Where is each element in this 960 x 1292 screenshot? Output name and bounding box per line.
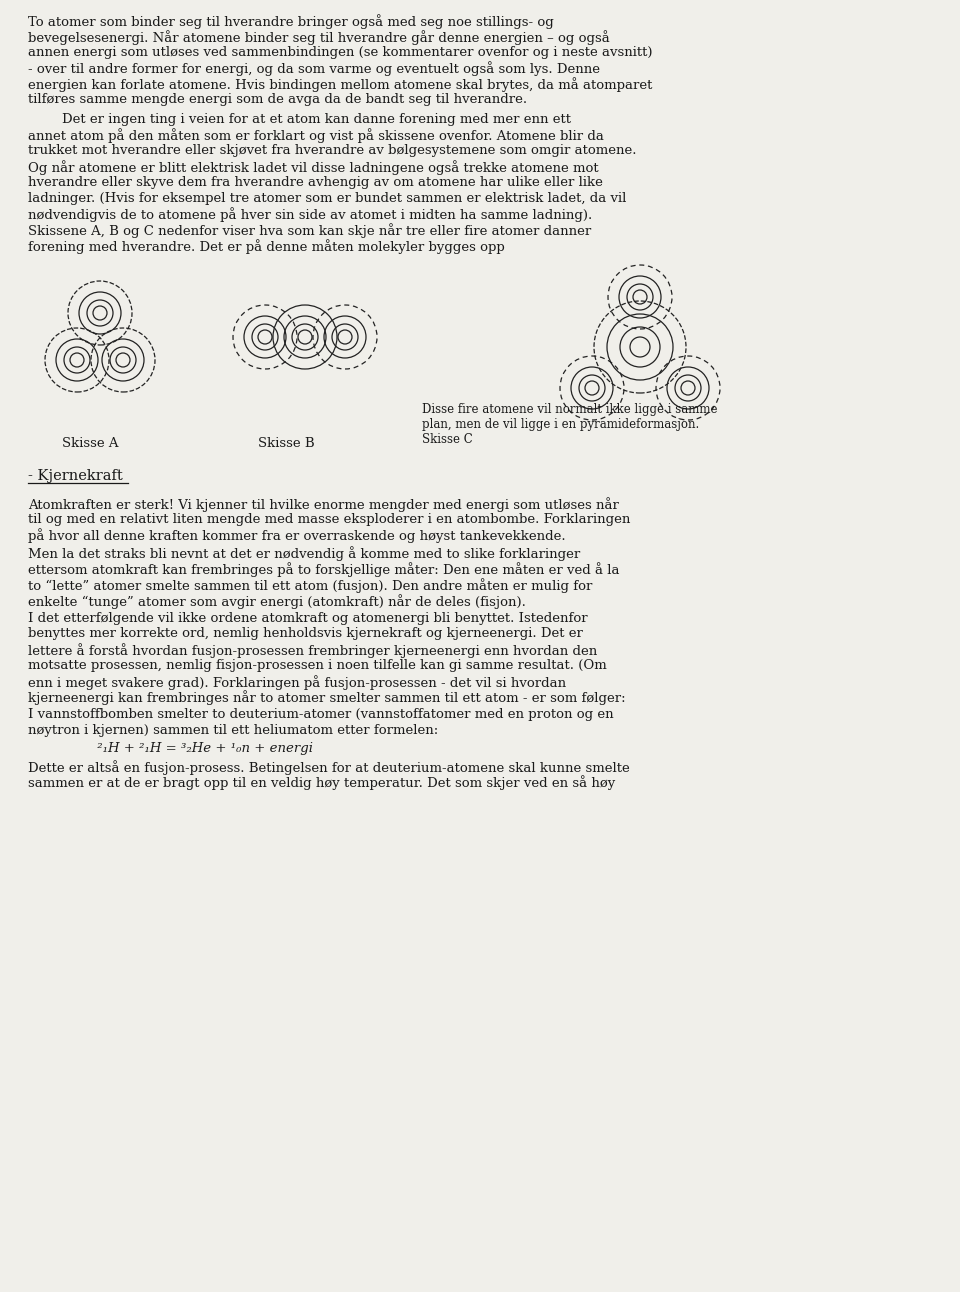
Text: Skissene A, B og C nedenfor viser hva som kan skje når tre eller fire atomer dan: Skissene A, B og C nedenfor viser hva so… bbox=[28, 224, 591, 238]
Text: Skisse A: Skisse A bbox=[62, 437, 118, 450]
Text: tilføres samme mengde energi som de avga da de bandt seg til hverandre.: tilføres samme mengde energi som de avga… bbox=[28, 93, 527, 106]
Text: Skisse B: Skisse B bbox=[258, 437, 315, 450]
Text: Men la det straks bli nevnt at det er nødvendig å komme med to slike forklaringe: Men la det straks bli nevnt at det er nø… bbox=[28, 547, 580, 561]
Text: nødvendigvis de to atomene på hver sin side av atomet i midten ha samme ladning): nødvendigvis de to atomene på hver sin s… bbox=[28, 208, 592, 222]
Text: annet atom på den måten som er forklart og vist på skissene ovenfor. Atomene bli: annet atom på den måten som er forklart … bbox=[28, 129, 604, 143]
Text: Disse fire atomene vil normalt ikke ligge i samme
plan, men de vil ligge i en py: Disse fire atomene vil normalt ikke ligg… bbox=[422, 403, 717, 446]
Text: - over til andre former for energi, og da som varme og eventuelt også som lys. D: - over til andre former for energi, og d… bbox=[28, 62, 600, 76]
Text: bevegelsesenergi. Når atomene binder seg til hverandre går denne energien – og o: bevegelsesenergi. Når atomene binder seg… bbox=[28, 30, 610, 45]
Text: energien kan forlate atomene. Hvis bindingen mellom atomene skal brytes, da må a: energien kan forlate atomene. Hvis bindi… bbox=[28, 78, 653, 92]
Text: forening med hverandre. Det er på denne måten molekyler bygges opp: forening med hverandre. Det er på denne … bbox=[28, 239, 505, 255]
Text: Atomkraften er sterk! Vi kjenner til hvilke enorme mengder med energi som utløse: Atomkraften er sterk! Vi kjenner til hvi… bbox=[28, 497, 619, 512]
Text: To atomer som binder seg til hverandre bringer også med seg noe stillings- og: To atomer som binder seg til hverandre b… bbox=[28, 14, 554, 28]
Text: ²₁H + ²₁H = ³₂He + ¹₀n + energi: ²₁H + ²₁H = ³₂He + ¹₀n + energi bbox=[76, 742, 313, 755]
Text: hverandre eller skyve dem fra hverandre avhengig av om atomene har ulike eller l: hverandre eller skyve dem fra hverandre … bbox=[28, 176, 603, 189]
Text: I vannstoffbomben smelter to deuterium-atomer (vannstoffatomer med en proton og : I vannstoffbomben smelter to deuterium-a… bbox=[28, 708, 613, 721]
Text: to “lette” atomer smelte sammen til ett atom (fusjon). Den andre måten er mulig : to “lette” atomer smelte sammen til ett … bbox=[28, 578, 592, 593]
Text: annen energi som utløses ved sammenbindingen (se kommentarer ovenfor og i neste : annen energi som utløses ved sammenbindi… bbox=[28, 45, 653, 58]
Text: Og når atomene er blitt elektrisk ladet vil disse ladningene også trekke atomene: Og når atomene er blitt elektrisk ladet … bbox=[28, 160, 599, 176]
Text: ettersom atomkraft kan frembringes på to forskjellige måter: Den ene måten er ve: ettersom atomkraft kan frembringes på to… bbox=[28, 562, 619, 578]
Text: lettere å forstå hvordan fusjon-prosessen frembringer kjerneenergi enn hvordan d: lettere å forstå hvordan fusjon-prosesse… bbox=[28, 643, 597, 658]
Text: sammen er at de er bragt opp til en veldig høy temperatur. Det som skjer ved en : sammen er at de er bragt opp til en veld… bbox=[28, 775, 615, 791]
Text: til og med en relativt liten mengde med masse eksploderer i en atombombe. Forkla: til og med en relativt liten mengde med … bbox=[28, 513, 631, 526]
Text: I det etterfølgende vil ikke ordene atomkraft og atomenergi bli benyttet. Istede: I det etterfølgende vil ikke ordene atom… bbox=[28, 611, 588, 624]
Text: - Kjernekraft: - Kjernekraft bbox=[28, 469, 123, 483]
Text: nøytron i kjernen) sammen til ett heliumatom etter formelen:: nøytron i kjernen) sammen til ett helium… bbox=[28, 725, 439, 738]
Text: ladninger. (Hvis for eksempel tre atomer som er bundet sammen er elektrisk ladet: ladninger. (Hvis for eksempel tre atomer… bbox=[28, 191, 626, 205]
Text: Det er ingen ting i veien for at et atom kan danne forening med mer enn ett: Det er ingen ting i veien for at et atom… bbox=[28, 112, 571, 125]
Text: motsatte prosessen, nemlig fisjon-prosessen i noen tilfelle kan gi samme resulta: motsatte prosessen, nemlig fisjon-proses… bbox=[28, 659, 607, 672]
Text: trukket mot hverandre eller skjøvet fra hverandre av bølgesystemene som omgir at: trukket mot hverandre eller skjøvet fra … bbox=[28, 145, 636, 158]
Text: Dette er altså en fusjon-prosess. Betingelsen for at deuterium-atomene skal kunn: Dette er altså en fusjon-prosess. Beting… bbox=[28, 760, 630, 775]
Text: enn i meget svakere grad). Forklaringen på fusjon-prosessen - det vil si hvordan: enn i meget svakere grad). Forklaringen … bbox=[28, 674, 566, 690]
Text: enkelte “tunge” atomer som avgir energi (atomkraft) når de deles (fisjon).: enkelte “tunge” atomer som avgir energi … bbox=[28, 594, 526, 609]
Text: på hvor all denne kraften kommer fra er overraskende og høyst tankevekkende.: på hvor all denne kraften kommer fra er … bbox=[28, 528, 565, 544]
Text: kjerneenergi kan frembringes når to atomer smelter sammen til ett atom - er som : kjerneenergi kan frembringes når to atom… bbox=[28, 691, 626, 705]
Text: benyttes mer korrekte ord, nemlig henholdsvis kjernekraft og kjerneenergi. Det e: benyttes mer korrekte ord, nemlig henhol… bbox=[28, 628, 583, 641]
